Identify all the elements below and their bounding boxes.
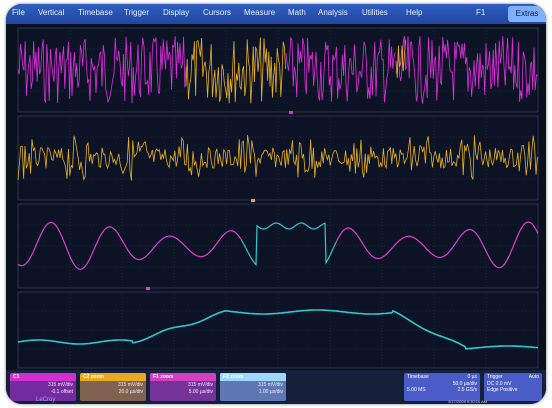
descriptor-scale: 315 mV/div <box>257 382 283 388</box>
trigger-mode: Auto <box>528 374 539 380</box>
menu-timebase[interactable]: Timebase <box>78 8 113 17</box>
descriptor-label: F1 <box>153 374 159 380</box>
menu-bar: File Vertical Timebase Trigger Display C… <box>6 4 546 24</box>
grid-4 <box>17 291 539 369</box>
active-channel-indicator: F1 <box>476 8 486 17</box>
menu-cursors[interactable]: Cursors <box>203 8 232 17</box>
waveform-display[interactable] <box>6 24 546 370</box>
descriptor-timebase: 20.0 µs/div <box>118 389 143 395</box>
menu-vertical[interactable]: Vertical <box>38 8 65 17</box>
trace-c2-overlay-b <box>395 40 406 78</box>
extras-button[interactable]: Extras <box>508 6 546 22</box>
channel-descriptor-f1[interactable]: F1 zoom 315 mV/div 5.00 µs/div <box>150 373 216 401</box>
menu-file[interactable]: File <box>12 8 25 17</box>
channel-descriptor-f2[interactable]: F2 zoom 315 mV/div 1.00 µs/div <box>220 373 286 401</box>
grid-1 <box>17 27 539 113</box>
trigger-type: Edge Positive <box>487 387 518 393</box>
grid-3 <box>17 203 539 289</box>
trace-f1-part-a <box>17 221 242 270</box>
descriptor-extra: zoom <box>160 374 174 380</box>
channel-descriptor-c1[interactable]: C1 315 mV/div -0.1 offset <box>10 373 76 401</box>
descriptor-label: C2 <box>83 374 90 380</box>
trace-f2 <box>17 309 539 350</box>
descriptor-scale: 315 mV/div <box>187 382 213 388</box>
oscilloscope-screen: File Vertical Timebase Trigger Display C… <box>6 4 546 404</box>
timebase-descriptor[interactable]: Timebase 0 µs 50.0 µs/div 5.00 MS 2.5 GS/s <box>404 373 480 401</box>
zoom-marker-3 <box>146 287 150 290</box>
grid-2 <box>17 115 539 201</box>
menu-measure[interactable]: Measure <box>244 8 276 17</box>
trace-c2 <box>17 135 538 181</box>
menu-help[interactable]: Help <box>406 8 423 17</box>
channel-descriptor-c2[interactable]: C2 zoom 315 mV/div 20.0 µs/div <box>80 373 146 401</box>
descriptor-label: F2 <box>223 374 229 380</box>
trace-c1-part-c <box>395 35 538 104</box>
menu-display[interactable]: Display <box>163 8 190 17</box>
trigger-level: DC 0.0 mV <box>487 380 512 387</box>
descriptor-timebase: 1.00 µs/div <box>258 389 283 395</box>
trace-f1-zoom-segment <box>240 222 337 267</box>
timebase-delay: 0 µs <box>467 374 477 380</box>
trace-c1-part-a <box>17 36 187 104</box>
zoom-marker-1 <box>289 111 293 114</box>
timebase-title: Timebase <box>407 374 429 380</box>
timebase-sample-rate: 2.5 GS/s <box>457 387 477 393</box>
timebase-points: 5.00 MS <box>407 387 426 393</box>
descriptor-offset: -0.1 offset <box>50 389 73 395</box>
brand-logo: LeCroy <box>36 397 56 403</box>
descriptor-scale: 315 mV/div <box>47 382 73 388</box>
descriptor-label: C1 <box>13 374 20 380</box>
timebase-scale: 50.0 µs/div <box>452 380 477 387</box>
descriptor-scale: 315 mV/div <box>117 382 143 388</box>
menu-utilities[interactable]: Utilities <box>362 8 388 17</box>
descriptor-bar: C1 315 mV/div -0.1 offset C2 zoom 315 mV/… <box>6 370 546 404</box>
menu-analysis[interactable]: Analysis <box>318 8 348 17</box>
descriptor-timebase: 5.00 µs/div <box>188 389 213 395</box>
waveform-grids <box>17 27 539 369</box>
menu-trigger[interactable]: Trigger <box>124 8 150 17</box>
trace-c2-overlay <box>185 37 286 104</box>
menu-math[interactable]: Math <box>288 8 306 17</box>
descriptor-extra: zoom <box>90 374 104 380</box>
timestamp: 3/17/2009 9:30:10 AM <box>448 399 488 404</box>
trigger-title: Trigger <box>487 374 503 380</box>
trigger-descriptor[interactable]: Trigger Auto DC 0.0 mV Edge Positive <box>484 373 542 401</box>
trace-c1-part-b <box>285 36 396 103</box>
zoom-marker-2 <box>251 199 255 202</box>
trace-f1-part-b <box>335 221 539 269</box>
descriptor-extra: zoom <box>230 374 244 380</box>
